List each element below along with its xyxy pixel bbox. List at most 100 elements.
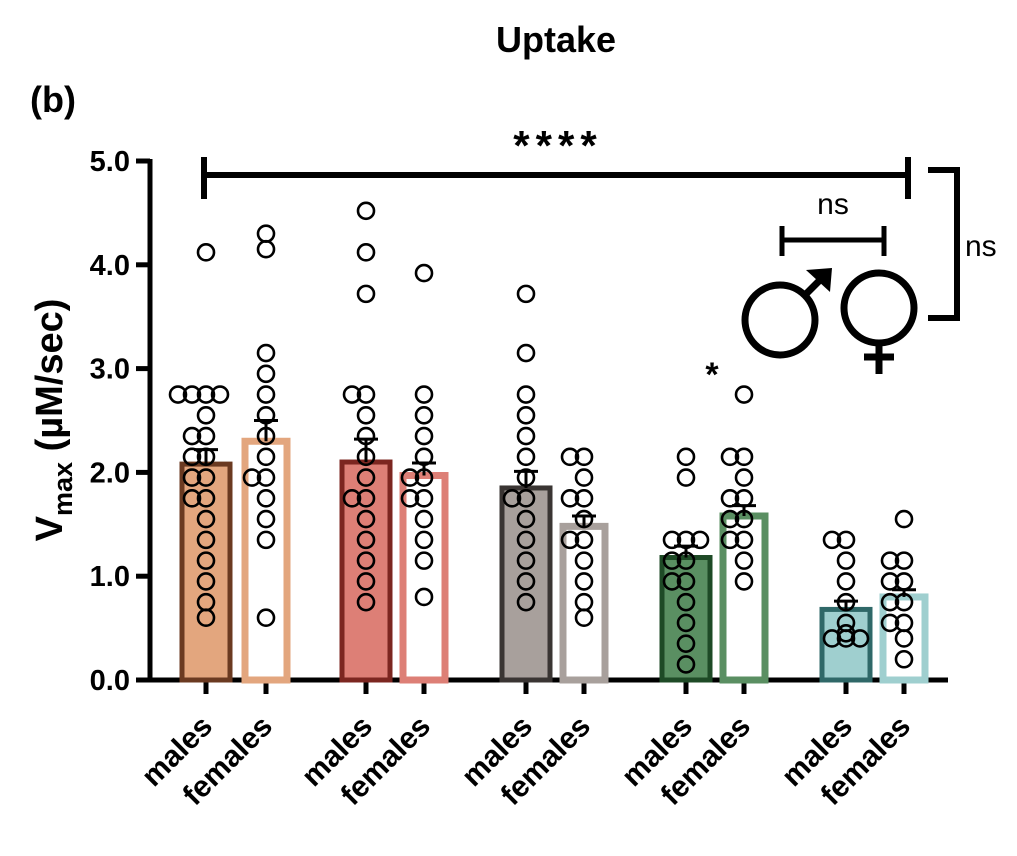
bar-group3-males	[499, 485, 553, 683]
data-point	[400, 468, 420, 487]
data-point	[356, 468, 376, 487]
data-point	[574, 551, 594, 570]
overall-significance: ****	[513, 122, 602, 169]
data-point	[516, 572, 536, 591]
data-point	[516, 509, 536, 529]
data-point	[196, 489, 216, 508]
data-point	[676, 613, 696, 633]
panel-label: (b)	[30, 79, 76, 120]
data-point	[516, 551, 536, 570]
data-point	[168, 385, 188, 404]
data-point	[356, 385, 376, 404]
right-bracket	[928, 167, 960, 321]
data-point	[894, 629, 914, 648]
y-tick-label: 4.0	[90, 250, 130, 282]
data-point	[196, 426, 216, 446]
y-tick-label: 1.0	[90, 561, 130, 593]
data-point	[662, 530, 682, 550]
data-point	[822, 629, 842, 648]
data-point	[256, 406, 276, 425]
data-point	[182, 447, 202, 467]
data-point	[242, 468, 262, 487]
data-point	[574, 489, 594, 508]
data-point	[734, 572, 754, 591]
data-point	[850, 629, 870, 648]
data-point	[734, 468, 754, 487]
y-tick-label: 0.0	[90, 665, 130, 697]
data-point	[256, 608, 276, 628]
data-point	[720, 530, 740, 550]
data-point	[516, 343, 536, 363]
data-point	[734, 551, 754, 570]
data-point	[414, 263, 434, 283]
data-point	[880, 592, 900, 612]
data-point	[414, 468, 434, 487]
data-point	[414, 509, 434, 529]
data-point	[734, 447, 754, 467]
data-point	[256, 426, 276, 446]
data-point	[676, 572, 696, 591]
data-point	[414, 489, 434, 508]
data-point	[256, 224, 276, 243]
data-point	[894, 572, 914, 591]
data-point	[734, 509, 754, 529]
data-point	[516, 385, 536, 404]
data-point	[516, 530, 536, 550]
data-point	[720, 509, 740, 529]
data-point	[196, 608, 216, 628]
data-point	[720, 489, 740, 508]
data-point	[560, 530, 580, 550]
data-point	[196, 243, 216, 262]
data-point	[256, 509, 276, 529]
data-point	[342, 489, 362, 508]
data-point	[356, 284, 376, 304]
data-point	[574, 608, 594, 628]
data-point	[356, 447, 376, 467]
data-point	[676, 655, 696, 674]
data-point	[196, 572, 216, 591]
data-point	[356, 243, 376, 262]
data-point	[256, 530, 276, 550]
data-point	[880, 551, 900, 570]
data-point	[356, 572, 376, 591]
data-point	[662, 572, 682, 591]
group4-females-significance: *	[705, 356, 719, 394]
data-point	[356, 530, 376, 550]
data-point	[256, 343, 276, 363]
data-point	[196, 551, 216, 570]
data-point	[516, 468, 536, 487]
bar-group4-females	[719, 512, 769, 684]
bars	[179, 419, 929, 684]
data-point	[196, 406, 216, 425]
data-point	[516, 284, 536, 304]
data-point	[574, 530, 594, 550]
data-point	[676, 551, 696, 570]
data-point	[720, 447, 740, 467]
data-points	[168, 201, 914, 674]
bar-group4-males	[659, 555, 713, 683]
chart-title: Uptake	[496, 19, 616, 60]
data-point	[574, 447, 594, 467]
data-point	[836, 592, 856, 612]
data-point	[894, 649, 914, 669]
data-point	[414, 406, 434, 425]
annotations: **** ns ns *	[201, 122, 997, 394]
data-point	[414, 551, 434, 570]
female-symbol-icon	[840, 269, 918, 374]
y-tick-label: 5.0	[90, 146, 130, 178]
data-point	[894, 592, 914, 612]
data-point	[182, 385, 202, 404]
data-point	[676, 468, 696, 487]
male-symbol-icon	[741, 268, 832, 359]
data-point	[574, 572, 594, 591]
data-point	[734, 489, 754, 508]
data-point	[210, 385, 230, 404]
data-point	[516, 406, 536, 425]
data-point	[342, 385, 362, 404]
data-point	[400, 489, 420, 508]
data-point	[662, 551, 682, 570]
data-point	[182, 426, 202, 446]
data-point	[182, 489, 202, 508]
data-point	[734, 385, 754, 404]
